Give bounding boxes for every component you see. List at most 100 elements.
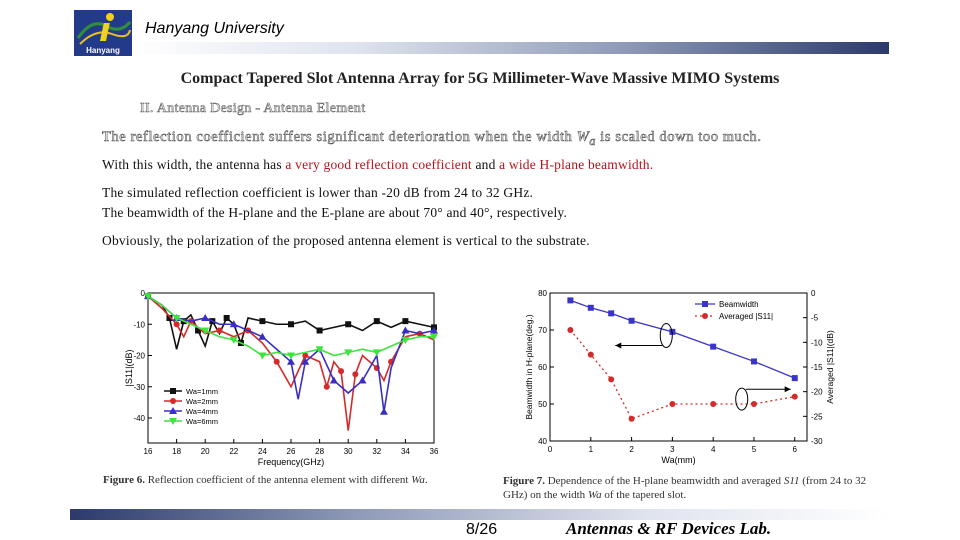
legend-marker — [702, 313, 708, 319]
line1-mid: and — [471, 157, 500, 172]
data-point — [301, 357, 310, 365]
line1-highlight-beamwidth: a wide H-plane beamwidth. — [499, 157, 654, 172]
y-tick-label: -10 — [133, 320, 145, 329]
x-tick-label: 3 — [670, 445, 675, 454]
x-tick-label: 1 — [589, 445, 594, 454]
data-point — [401, 326, 410, 334]
fig6-label: Figure 6. — [103, 474, 145, 486]
fig6-text: Reflection coefficient of the antenna el… — [144, 474, 412, 486]
data-point — [166, 315, 173, 321]
x-tick-label: 6 — [793, 445, 798, 454]
fig6-end: . — [424, 474, 428, 486]
fig7-text: Dependence of the H-plane beamwidth and … — [544, 475, 784, 487]
y-tick-label: 60 — [538, 363, 547, 372]
data-point — [567, 327, 574, 333]
university-name: Hanyang University — [145, 20, 284, 37]
x-tick-label: 2 — [629, 445, 634, 454]
data-point — [358, 376, 367, 384]
y-axis-label: Beamwidth in H-plane(deg.) — [524, 314, 534, 420]
y-tick-label: -20 — [133, 352, 145, 361]
data-point — [173, 321, 180, 328]
data-point — [216, 327, 223, 334]
reflection-note-var: W — [576, 129, 590, 146]
data-point — [750, 401, 757, 407]
body-line-1: With this width, the antenna has a very … — [102, 157, 653, 173]
data-point — [344, 349, 353, 357]
series-line-0 — [570, 299, 796, 379]
x-tick-label: 36 — [430, 447, 439, 456]
y-tick-label: 40 — [538, 437, 547, 446]
annotation-arrowhead — [615, 342, 622, 349]
legend-marker — [170, 388, 176, 394]
y-tick-label: 80 — [538, 289, 547, 298]
data-point — [587, 351, 594, 358]
data-point — [372, 349, 381, 357]
body-line-2: The simulated reflection coefficient is … — [102, 185, 534, 200]
reflection-note-pre: The reflection coefficient suffers signi… — [102, 129, 577, 146]
data-point — [258, 352, 267, 360]
x-tick-label: 5 — [752, 445, 757, 454]
x-tick-label: 32 — [372, 447, 381, 456]
y-right-tick-label: -30 — [811, 437, 823, 446]
data-point — [791, 393, 798, 400]
x-tick-label: 30 — [344, 447, 353, 456]
data-point — [201, 327, 210, 335]
data-point — [287, 357, 295, 365]
legend-label: Beamwidth — [719, 300, 759, 309]
y-right-axis-label: Averaged |S11|(dB) — [825, 330, 835, 404]
legend-marker — [702, 301, 708, 307]
data-point — [567, 297, 574, 304]
x-axis-label: Wa(mm) — [661, 455, 695, 465]
y-right-tick-label: -10 — [811, 338, 823, 347]
annotation-ellipse — [659, 323, 673, 349]
footer-gradient-bar — [70, 509, 889, 520]
legend-label: Wa=1mm — [186, 387, 218, 396]
y-right-tick-label: -25 — [811, 412, 823, 421]
series-line-2 — [147, 295, 435, 412]
data-point — [287, 352, 295, 360]
legend-marker — [170, 398, 176, 404]
figure-6-chart: 16 18 20 22 24 26 28 30 32 34 36 0 -10 -20 -30 -40 Frequ… — [124, 289, 439, 467]
data-point — [329, 376, 338, 384]
data-point — [628, 415, 635, 422]
reflection-note-sub: a — [589, 133, 597, 149]
figure-6-caption: Figure 6. Reflection coefficient of the … — [103, 474, 428, 486]
lab-name: Antennas & RF Devices Lab. — [566, 519, 772, 538]
data-point — [258, 332, 267, 340]
data-point — [323, 383, 330, 390]
data-point — [315, 346, 324, 354]
x-tick-label: 34 — [401, 447, 410, 456]
y-tick-label: 0 — [141, 289, 146, 298]
annotation-ellipse — [735, 387, 749, 411]
data-point — [401, 336, 410, 344]
x-tick-label: 28 — [315, 447, 324, 456]
legend-marker — [169, 407, 177, 414]
data-point — [201, 314, 210, 321]
y-tick-label: 70 — [538, 326, 547, 335]
data-point — [316, 327, 323, 334]
x-tick-label: 24 — [258, 447, 267, 456]
data-point — [587, 304, 594, 311]
legend-label: Wa=4mm — [186, 407, 218, 416]
x-tick-label: 20 — [201, 447, 210, 456]
fig7-var2: Wa — [587, 489, 602, 501]
data-point — [352, 371, 359, 378]
y-right-tick-label: -15 — [811, 363, 823, 372]
line1-highlight-reflection: a very good reflection coefficient — [285, 157, 472, 172]
x-tick-label: 18 — [172, 447, 181, 456]
series-line-1 — [147, 295, 435, 431]
figure-7-chart: 0 1 2 3 4 5 6 40 50 60 70 80 0 -5 -10 -15 -20 -25 -30 Wa(mm… — [524, 289, 835, 465]
plot-frame — [147, 292, 435, 444]
data-point — [223, 315, 230, 321]
fig7-end: of the tapered slot. — [601, 489, 687, 501]
data-point — [608, 376, 615, 383]
fig7-text2: (from 24 to 32 GHz) on the width — [503, 475, 867, 501]
hanyang-logo: Hanyang — [72, 8, 134, 58]
fig6-var: Wa — [411, 474, 425, 486]
x-tick-label: 4 — [711, 445, 716, 454]
legend-marker — [169, 418, 177, 425]
data-point — [710, 343, 717, 350]
x-tick-label: 22 — [229, 447, 238, 456]
x-tick-label: 16 — [144, 447, 153, 456]
data-point — [259, 318, 266, 325]
